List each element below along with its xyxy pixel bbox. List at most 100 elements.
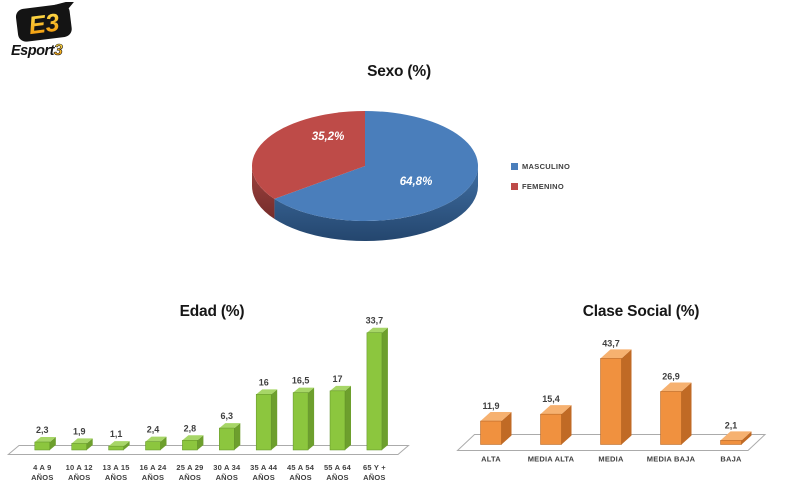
bar-category-label: AÑOS [363, 473, 385, 482]
bar-side-face [271, 389, 278, 450]
legend-label-masculino: MASCULINO [522, 161, 571, 171]
bar-top-face [480, 412, 512, 422]
logo-glyph: E3 [15, 2, 77, 42]
bar [480, 420, 502, 445]
bar-side-face [49, 436, 56, 450]
bar-category-label: 55 A 64 [324, 463, 352, 472]
bar-category-label: AÑOS [142, 473, 164, 482]
bar-value-label: 11,9 [482, 401, 499, 411]
bar-category-label: 30 A 34 [213, 463, 241, 472]
bar-side-face [197, 435, 204, 450]
clase-chart-title: Clase Social (%) [582, 303, 700, 320]
bar-side-face [160, 436, 167, 450]
bar-category-label: ALTA [481, 455, 501, 464]
pie-slice [274, 111, 478, 221]
bar [720, 440, 742, 445]
bar [219, 427, 235, 451]
bar-category-label: 35 A 44 [250, 463, 278, 472]
logo-glyph-wedge [54, 2, 77, 17]
bar-category-label: MEDIA [598, 455, 624, 464]
bar-value-label: 16 [259, 377, 269, 387]
bar-value-label: 15,4 [542, 394, 560, 404]
bar-category-label: 65 Y + [363, 463, 386, 472]
bar-category-label: AÑOS [252, 473, 274, 482]
bar [108, 445, 124, 451]
bar-category-label: AÑOS [68, 473, 90, 482]
bar-category-label: AÑOS [105, 473, 127, 482]
bar [182, 440, 198, 451]
bar-side-face [741, 431, 752, 445]
bar-side-face [123, 441, 130, 450]
bar [255, 394, 272, 451]
pie-legend: MASCULINO FEMENINO [511, 161, 570, 201]
sexo-pie-chart: 64,8% 35,2% [252, 111, 478, 242]
bar-value-label: 26,9 [662, 372, 680, 382]
bar-side-face [381, 327, 388, 450]
legend-label-femenino: FEMENINO [522, 181, 564, 191]
bar [600, 358, 622, 445]
bar-top-face [145, 436, 167, 442]
bar-category-label: MEDIA BAJA [647, 455, 696, 464]
bar-value-label: 2,3 [36, 425, 49, 435]
bar-category-label: AÑOS [179, 473, 201, 482]
bar-category-label: 4 A 9 [33, 463, 51, 472]
bar-side-face [621, 349, 632, 445]
bar-top-face [256, 389, 278, 395]
bar-top-face [34, 436, 56, 442]
bar-value-label: 17 [332, 374, 342, 384]
bar-side-face [308, 387, 315, 450]
logo-wordmark: Esport3 [11, 42, 63, 59]
bar-category-label: AÑOS [31, 473, 53, 482]
bar-value-label: 1,1 [110, 429, 123, 439]
bar [145, 441, 161, 451]
bar-category-label: 16 A 24 [139, 463, 167, 472]
bar [366, 332, 383, 451]
sexo-chart-title: Sexo (%) [367, 63, 431, 80]
bar-category-label: BAJA [720, 455, 742, 464]
bar-top-face [366, 327, 388, 333]
clase-bar-chart: 11,9 ALTA 15,4 MEDIA ALTA 43,7 MEDIA 26,9 MEDIA… [456, 338, 767, 464]
bar-top-face [600, 349, 632, 359]
bar-value-label: 33,7 [366, 316, 384, 326]
bar-top-face [71, 438, 93, 444]
bar-top-face [293, 387, 315, 393]
pie-slice-side [274, 166, 478, 242]
bar [540, 413, 562, 445]
bar [329, 390, 346, 451]
pie-value-label: 64,8% [400, 176, 433, 188]
legend-item-masculino: MASCULINO [511, 161, 570, 171]
bar-value-label: 2,1 [725, 420, 738, 430]
bar-top-face [219, 423, 241, 429]
edad-chart-title: Edad (%) [179, 303, 245, 320]
bar-value-label: 1,9 [73, 426, 86, 436]
bar-top-face [182, 435, 204, 441]
legend-swatch-masculino [511, 162, 518, 170]
bar-side-face [681, 382, 692, 445]
bar-category-label: AÑOS [289, 473, 311, 482]
logo-wordmark-prefix: Esport [11, 43, 56, 59]
bar-top-face [660, 382, 692, 392]
bar-side-face [345, 385, 351, 450]
bar-category-label: 25 A 29 [176, 463, 203, 472]
legend-swatch-femenino [511, 182, 518, 190]
bar [71, 443, 87, 451]
bar-value-label: 6,3 [221, 411, 234, 421]
bar-side-face [86, 438, 93, 450]
bar-value-label: 43,7 [602, 338, 620, 348]
bar-category-label: AÑOS [216, 473, 238, 482]
bar-category-label: AÑOS [326, 473, 348, 482]
pie-value-label: 35,2% [312, 131, 345, 143]
logo-glyph-text: E3 [27, 9, 61, 41]
bar-category-label: 10 A 12 [66, 463, 93, 472]
bar-value-label: 16,5 [292, 376, 310, 386]
pie-slice [252, 111, 365, 199]
bar [34, 441, 51, 451]
bar-top-face [108, 441, 130, 447]
pie-slice-side [252, 166, 275, 219]
bar-category-label: 13 A 15 [103, 463, 130, 472]
bar [660, 391, 682, 445]
bar-category-label: MEDIA ALTA [528, 455, 575, 464]
